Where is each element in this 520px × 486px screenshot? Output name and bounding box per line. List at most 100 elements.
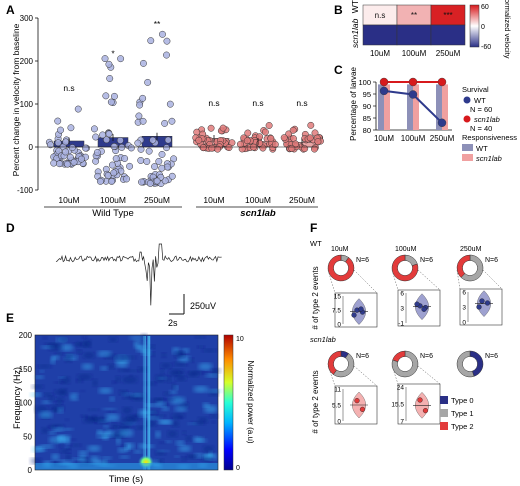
panel-a-point bbox=[104, 172, 112, 179]
spectrogram-texture bbox=[155, 401, 166, 407]
panel-b-row-label-italic: scn1lab bbox=[350, 18, 360, 48]
spectrogram-streak bbox=[148, 336, 151, 470]
spectrogram-texture bbox=[121, 416, 137, 425]
spectrogram-texture bbox=[36, 364, 52, 369]
panel-f-scn-title: scn1lab bbox=[310, 335, 336, 344]
panel-f-zoom-line bbox=[417, 269, 441, 291]
spectrogram-texture bbox=[170, 396, 186, 405]
panel-a-point bbox=[163, 51, 170, 59]
panel-a-point bbox=[155, 157, 163, 165]
panel-a-point bbox=[195, 136, 203, 144]
panel-f-zoom-line bbox=[391, 365, 399, 385]
spectrogram-texture bbox=[156, 414, 167, 418]
spectrogram-texture bbox=[177, 445, 192, 452]
panel-letter-d: D bbox=[6, 221, 15, 235]
panel-a-point bbox=[261, 128, 269, 136]
legend-wt-n: N = 60 bbox=[470, 105, 492, 114]
spectrogram-texture bbox=[51, 355, 60, 361]
spectrogram-texture bbox=[51, 453, 60, 461]
panel-a-point bbox=[199, 144, 207, 152]
spectrogram-low-band bbox=[35, 463, 218, 470]
panel-c-bar-scn bbox=[384, 84, 390, 130]
spectrogram-texture bbox=[103, 424, 109, 429]
spectrogram-texture bbox=[48, 395, 55, 402]
panel-a-point bbox=[127, 144, 135, 152]
panel-a-x-axis: 10uM 100uM 250uM 10uM 100uM 250uM bbox=[44, 195, 318, 208]
panel-e-ytick-label: 100 bbox=[19, 399, 33, 408]
spectrogram-texture bbox=[174, 455, 180, 458]
panel-a-significance: ** bbox=[154, 19, 161, 29]
panel-c-bar-wt bbox=[378, 84, 384, 130]
panel-a-point bbox=[280, 134, 288, 142]
panel-f-violin-point bbox=[421, 306, 427, 312]
panel-f-violin-tick: 5.5 bbox=[332, 403, 341, 410]
spectrogram-texture bbox=[209, 414, 219, 419]
panel-f-donut-n: N=6 bbox=[485, 353, 498, 360]
panel-a-point bbox=[256, 139, 264, 147]
spectrogram-texture bbox=[115, 360, 129, 368]
panel-c-plot bbox=[378, 77, 448, 130]
spectrogram-texture bbox=[197, 345, 206, 349]
spectrogram-texture bbox=[124, 443, 135, 450]
panel-a-point bbox=[50, 159, 58, 167]
spectrogram-texture bbox=[34, 375, 45, 379]
legend-resp-wt-swatch bbox=[462, 144, 473, 151]
spectrogram-texture bbox=[52, 427, 64, 432]
panel-c-ytick-label: 95 bbox=[363, 90, 371, 99]
panel-c-point-scn bbox=[437, 77, 447, 87]
spectrogram-texture bbox=[156, 450, 170, 453]
spectrogram-texture bbox=[185, 435, 193, 441]
panel-a-point bbox=[301, 145, 309, 153]
panel-e-ytick-label: 200 bbox=[19, 331, 33, 340]
spectrogram-texture bbox=[42, 392, 54, 397]
legend-resp-title: Responsiveness bbox=[462, 133, 517, 142]
scale-bar-voltage: 250uV bbox=[190, 301, 216, 311]
panel-a-point bbox=[144, 78, 152, 86]
panel-a-point bbox=[161, 119, 169, 127]
legend-scn-label: scn1lab bbox=[474, 115, 500, 124]
spectrogram-texture bbox=[34, 405, 49, 413]
panel-a-point bbox=[121, 155, 129, 162]
spectrogram-streak bbox=[147, 336, 149, 470]
spectrogram-texture bbox=[155, 458, 165, 464]
spectrogram-texture bbox=[175, 440, 186, 446]
spectrogram-texture bbox=[79, 389, 86, 393]
spectrogram-texture bbox=[134, 425, 149, 431]
spectrogram-texture bbox=[154, 397, 166, 402]
panel-f-violin-point bbox=[414, 301, 420, 307]
spectrogram-texture bbox=[172, 361, 188, 367]
spectrogram-texture bbox=[64, 353, 76, 358]
spectrogram-texture bbox=[122, 406, 133, 414]
spectrogram-texture bbox=[29, 392, 43, 397]
spectrogram-texture bbox=[80, 414, 88, 418]
panel-b-cbar-tick-top: 60 bbox=[481, 4, 489, 11]
panel-f-violin-tick: -1 bbox=[398, 321, 404, 328]
spectrogram-texture bbox=[193, 386, 209, 393]
spectrogram-texture bbox=[202, 371, 208, 375]
spectrogram-texture bbox=[201, 456, 214, 461]
panel-a-xtick-label: 250uM bbox=[289, 195, 315, 205]
panel-f-violin-tick: 6 bbox=[400, 291, 404, 298]
panel-a-point bbox=[158, 164, 166, 172]
panel-a-point bbox=[137, 157, 145, 164]
panel-f-violin-tick: 6 bbox=[462, 290, 466, 297]
spectrogram-texture bbox=[82, 352, 95, 359]
panel-e-ytick-label: 0 bbox=[28, 466, 33, 475]
spectrogram-texture bbox=[194, 335, 206, 339]
panel-f-violin-tick: 24 bbox=[397, 385, 405, 392]
spectrogram-texture bbox=[118, 429, 134, 437]
panel-e-ylabel: Frequency (Hz) bbox=[12, 367, 22, 429]
spectrogram-texture bbox=[31, 384, 44, 389]
spectrogram-texture bbox=[108, 336, 118, 343]
spectrogram-texture bbox=[81, 335, 88, 339]
panel-a-point bbox=[143, 158, 151, 165]
panel-a-point bbox=[136, 101, 144, 109]
spectrogram-texture bbox=[64, 355, 73, 363]
panel-a-point bbox=[158, 150, 166, 158]
spectrogram-texture bbox=[107, 410, 116, 413]
panel-c-ytick-label: 80 bbox=[363, 126, 371, 135]
panel-a-xtick-label: 100uM bbox=[245, 195, 271, 205]
panel-f-zoom-line bbox=[353, 365, 378, 387]
